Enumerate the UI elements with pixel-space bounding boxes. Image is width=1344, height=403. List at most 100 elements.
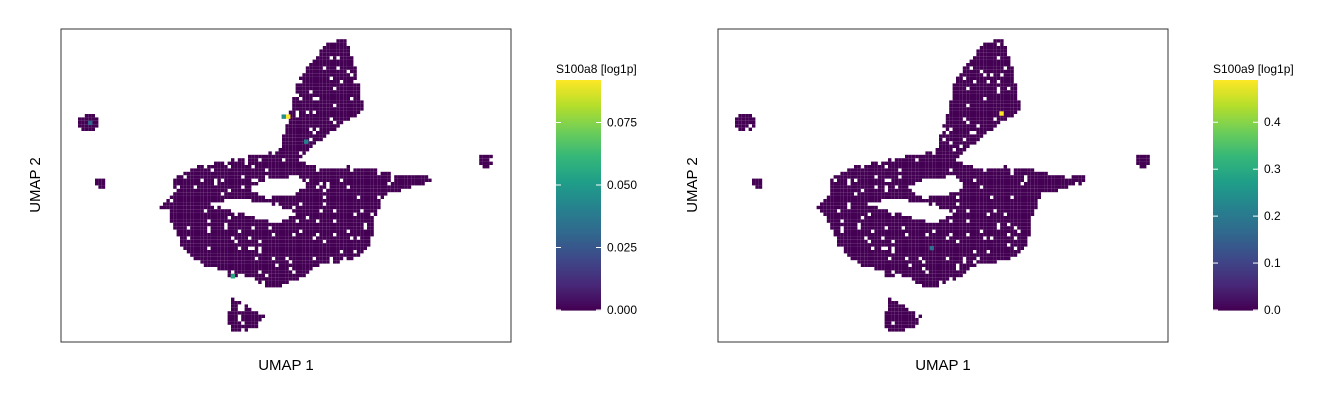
cell-point (350, 86, 354, 91)
cell-point (939, 243, 943, 247)
cell-point (830, 222, 834, 227)
cell-point (190, 178, 194, 182)
cell-point (942, 236, 946, 240)
cell-point (860, 199, 865, 203)
cell-point (1003, 182, 1007, 186)
cell-point (254, 199, 259, 203)
cell-point (854, 199, 858, 203)
cell-point (254, 182, 259, 186)
cell-point (1017, 216, 1021, 220)
cell-point (346, 171, 350, 176)
cell-point (1013, 182, 1018, 186)
cell-point (353, 168, 357, 172)
cell-point (350, 93, 354, 97)
cell-point (969, 76, 973, 80)
cell-point (925, 250, 929, 254)
cell-point (339, 114, 344, 118)
cell-point (329, 243, 333, 247)
cell-point (261, 229, 265, 233)
cell-point (251, 219, 255, 223)
cell-point (1000, 83, 1004, 87)
cell-point (993, 195, 997, 199)
cell-point (1003, 107, 1007, 111)
cell-point (237, 267, 242, 271)
cell-point (254, 324, 259, 329)
cell-point (850, 250, 854, 254)
cell-point (326, 222, 330, 227)
cell-point (888, 165, 892, 169)
cell-point (295, 233, 299, 237)
cell-point (302, 76, 306, 80)
cell-point (888, 297, 892, 301)
cell-point (888, 236, 892, 240)
cell-point (336, 120, 340, 125)
cell-point (945, 226, 950, 230)
cell-point (200, 195, 204, 199)
cell-point (190, 212, 194, 216)
cell-point (911, 243, 916, 247)
cell-point (350, 110, 354, 114)
cell-point (898, 165, 902, 169)
cell-point (915, 233, 919, 237)
cell-point (996, 178, 1001, 182)
cell-point (915, 273, 919, 278)
cell-point (329, 97, 333, 101)
cell-point (881, 216, 885, 220)
cell-point (1010, 243, 1014, 247)
colorbar-segment (556, 154, 601, 158)
cell-point (979, 243, 984, 247)
cell-point (959, 178, 963, 182)
cell-point (986, 239, 990, 244)
cell-point (295, 161, 299, 165)
cell-point (1024, 188, 1028, 193)
colorbar-segment (556, 101, 601, 104)
cell-point (966, 171, 970, 176)
cell-point (309, 86, 313, 91)
cell-point (220, 195, 225, 199)
colorbar-segment (1213, 133, 1258, 137)
cell-point (193, 219, 197, 223)
cell-point (966, 141, 970, 145)
cell-point (258, 256, 262, 261)
cell-point (339, 100, 344, 104)
cell-point (969, 250, 973, 254)
cell-point (231, 182, 235, 186)
cell-point (190, 233, 194, 237)
cell-point (387, 188, 391, 193)
colorbar-segment (556, 126, 601, 129)
cell-point (1044, 175, 1048, 179)
cell-point (928, 284, 933, 288)
cell-point (190, 246, 194, 250)
colorbar-segment (1213, 160, 1258, 164)
cell-point (248, 250, 252, 254)
cell-point (969, 93, 973, 97)
cell-point (234, 324, 238, 329)
cell-point (231, 267, 235, 271)
cell-point (1027, 192, 1031, 196)
cell-point (932, 199, 936, 203)
cell-point (203, 236, 208, 240)
cell-point (1013, 219, 1018, 223)
cell-point (285, 246, 289, 250)
colorbar-segment (1213, 110, 1258, 114)
cell-point (309, 69, 313, 74)
cell-point (956, 161, 960, 165)
cell-point (962, 168, 967, 172)
cell-point (949, 161, 953, 165)
cell-point (207, 165, 211, 169)
colorbar-segment (556, 143, 601, 146)
cell-point (305, 195, 310, 199)
cell-point (1013, 216, 1018, 220)
colorbar-segment (1213, 108, 1258, 112)
cell-point (860, 263, 865, 267)
cell-point (343, 250, 347, 254)
cell-point (891, 307, 895, 312)
cell-point (1030, 171, 1035, 176)
cell-point (234, 253, 238, 257)
cell-point (210, 246, 214, 250)
cell-point (251, 243, 255, 247)
cell-point (976, 127, 980, 131)
cell-point (234, 178, 238, 182)
cell-point (908, 175, 912, 179)
